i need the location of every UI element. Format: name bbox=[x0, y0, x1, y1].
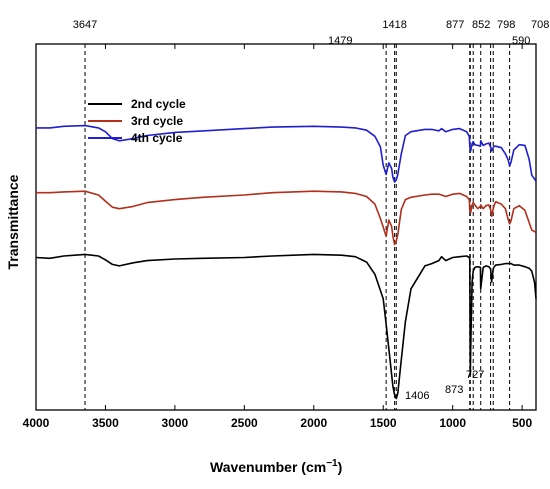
annotation-1406: 1406 bbox=[405, 390, 429, 402]
x-axis-title-superscript: −1 bbox=[326, 458, 338, 469]
x-tick-label-1500: 1500 bbox=[370, 416, 397, 430]
x-tick-label-3500: 3500 bbox=[92, 416, 119, 430]
y-axis-title: Transmittance bbox=[5, 174, 21, 269]
x-tick-label-2000: 2000 bbox=[300, 416, 327, 430]
x-axis-title-close: ) bbox=[338, 459, 343, 475]
x-tick-label-2500: 2500 bbox=[231, 416, 258, 430]
x-tick-label-4000: 4000 bbox=[23, 416, 50, 430]
x-tick-label-3000: 3000 bbox=[162, 416, 189, 430]
annotation-708: 708 bbox=[531, 19, 549, 31]
series-line-1 bbox=[35, 253, 537, 400]
legend-label-3rd-cycle: 3rd cycle bbox=[131, 114, 183, 128]
legend-label-2nd-cycle: 2nd cycle bbox=[131, 97, 186, 111]
legend-label-4th-cycle: 4th cycle bbox=[131, 131, 183, 145]
annotation-590: 590 bbox=[512, 35, 530, 47]
x-axis-ticks: 4000 3500 3000 2500 2000 1500 1000 500 bbox=[23, 44, 532, 430]
plot-frame bbox=[35, 43, 537, 411]
legend: 2nd cycle 3rd cycle 4th cycle bbox=[88, 97, 186, 145]
annotation-852: 852 bbox=[472, 19, 490, 31]
annotation-877: 877 bbox=[446, 19, 464, 31]
annotation-1418: 1418 bbox=[382, 19, 406, 31]
series-line-3 bbox=[36, 124, 537, 183]
x-tick-label-1000: 1000 bbox=[439, 416, 466, 430]
annotation-873: 873 bbox=[445, 384, 463, 396]
x-tick-label-500: 500 bbox=[512, 416, 532, 430]
annotation-3647: 3647 bbox=[73, 19, 97, 31]
annotation-727: 727 bbox=[466, 369, 484, 381]
series-lines bbox=[35, 124, 537, 400]
series-line-2 bbox=[36, 190, 537, 246]
x-axis-title: Wavenumber (cm−1) bbox=[210, 458, 342, 475]
annotation-798: 798 bbox=[497, 19, 515, 31]
x-axis-title-text: Wavenumber (cm bbox=[210, 459, 326, 475]
annotation-1479: 1479 bbox=[328, 35, 352, 47]
